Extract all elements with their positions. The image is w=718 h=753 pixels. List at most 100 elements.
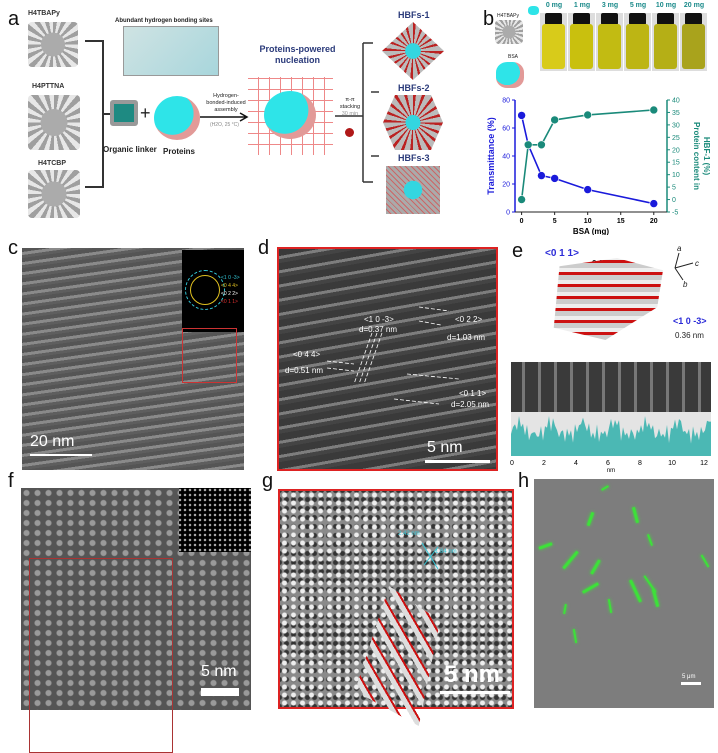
protein-icon: [528, 6, 539, 15]
fft-inset: <1 0 -3> <0 4 4> <0 2 2> <0 1 1>: [182, 250, 244, 332]
product-hbfs-3: HBFs-3: [398, 153, 430, 163]
y2-tick-label: 10: [672, 172, 680, 179]
x-tick-label: 0: [510, 460, 514, 467]
molecule-h4tbapy: [495, 20, 523, 44]
d-spacing: d=0.37 nm: [359, 325, 398, 334]
region-box: [182, 328, 237, 383]
panel-label-a: a: [8, 8, 20, 30]
panel-label-b: b: [483, 8, 495, 30]
fft-label: <0 1 1>: [221, 299, 238, 305]
vial-label: 10 mg: [652, 2, 680, 9]
scale-bar: [681, 682, 701, 685]
distance-label: 1.84 nm: [435, 549, 457, 555]
step2-label: π-π: [345, 97, 355, 103]
b-linker-label: H4TBAPy: [497, 13, 519, 19]
data-point: [550, 115, 559, 125]
fluorescent-crystal: [607, 598, 613, 614]
panel-label-c: c: [8, 237, 18, 259]
y2-tick-label: 25: [672, 135, 680, 142]
scale-label: 5 nm: [444, 661, 501, 688]
scale-bar: [425, 460, 490, 463]
profile-area: [511, 416, 711, 456]
x-tick-label: 10: [584, 218, 592, 225]
organic-linker-label: Organic linker: [103, 145, 157, 154]
scale-bar: [201, 688, 239, 696]
hydrogen-bonding-inset: [123, 26, 219, 76]
fluorescent-crystal: [647, 534, 653, 546]
tem-image-f: 5 nm: [21, 488, 251, 753]
d-spacing: d=0.51 nm: [285, 366, 324, 375]
data-point: [523, 140, 533, 150]
step2-label: stacking: [339, 104, 361, 110]
y-tick-label: 60: [502, 126, 510, 133]
crystal-structure-model: [553, 258, 663, 340]
fluorescent-crystal: [601, 485, 609, 491]
panel-label-d: d: [258, 237, 270, 259]
plane-label: <0 1 1>: [459, 389, 487, 398]
d-spacing: d=1.03 nm: [447, 333, 486, 342]
product-hbfs-2: HBFs-2: [398, 83, 430, 93]
nucleation-framework: [248, 77, 333, 155]
lattice-strip-image: [511, 362, 711, 412]
data-point: [550, 174, 559, 183]
data-point: [517, 195, 526, 204]
linker-name: H4PTTNA: [32, 83, 65, 90]
fluorescent-crystal: [562, 550, 579, 570]
plus-icon: +: [140, 103, 151, 123]
x-axis-label: BSA (mg): [573, 227, 609, 235]
fluorescent-crystal: [563, 603, 567, 615]
fft-label: <0 4 4>: [221, 283, 238, 289]
distance-label: 2.42 nm: [398, 531, 420, 537]
plane-label: <0 4 4>: [293, 350, 321, 359]
panel-label-e: e: [512, 240, 524, 262]
y-tick-label: 0: [506, 210, 510, 217]
proteins-label: Proteins: [163, 147, 196, 156]
step2-time: 30 min: [341, 111, 359, 117]
vial: [680, 13, 707, 71]
fluorescent-crystal: [629, 579, 642, 603]
fluorescent-crystal: [651, 588, 660, 608]
fluorescent-crystal: [700, 554, 710, 568]
molecule-h4pttna: [28, 95, 80, 150]
plane-label: <0 1 1>: [545, 248, 579, 259]
linker-name: H4TBAPy: [28, 10, 60, 17]
nucleation-title: Proteins-powered: [259, 44, 336, 54]
fft-label: <0 2 2>: [221, 291, 238, 297]
vial: [652, 13, 679, 71]
series-line: [520, 109, 654, 200]
x-tick-label: 6: [606, 460, 610, 467]
y2-tick-label: 15: [672, 160, 680, 167]
fluorescent-crystal: [590, 559, 601, 575]
axis-b: b: [683, 280, 688, 289]
y2-tick-label: 0: [672, 197, 676, 204]
x-tick-label: 15: [617, 218, 625, 225]
fluorescent-crystal: [586, 511, 595, 527]
vial: [624, 13, 651, 71]
vial-label: 3 mg: [596, 2, 624, 9]
vial-label: 1 mg: [568, 2, 596, 9]
intensity-profile: 0 2 4 6 8 10 12 nm: [510, 412, 711, 472]
transmittance-chart: 0 5 10 15 20 0 20 40 60 80 -5 0 5 10 15 20 25 30 35 40 BSA (…: [486, 98, 711, 236]
step1-label: Hydrogen-: [213, 93, 239, 99]
x-tick-label: 20: [650, 218, 658, 225]
region-box: [29, 558, 173, 753]
vial: [568, 13, 595, 71]
b-protein-label: BSA: [508, 54, 519, 60]
distance-label: 0.36 nm: [675, 331, 704, 340]
product-hbfs-1: HBFs-1: [398, 10, 430, 20]
plane-label: <0 2 2>: [455, 315, 483, 324]
scale-bar: [440, 691, 510, 694]
y-tick-label: 40: [502, 154, 510, 161]
x-tick-label: 8: [638, 460, 642, 467]
fluorescence-image-h: 5 μm: [534, 479, 714, 708]
data-point: [649, 105, 659, 115]
x-tick-label: 10: [668, 460, 676, 467]
tem-image-d: <1 0 -3> d=0.37 nm <0 2 2> d=1.03 nm <0 …: [277, 247, 498, 471]
panel-label-g: g: [262, 470, 274, 492]
product-bracket: [335, 42, 379, 183]
tem-image-g: 2.42 nm 1.84 nm 5 nm: [278, 489, 514, 726]
x-tick-label: 2: [542, 460, 546, 467]
data-point: [537, 171, 546, 180]
vial: [596, 13, 623, 71]
linker-name: H4TCBP: [38, 160, 67, 167]
